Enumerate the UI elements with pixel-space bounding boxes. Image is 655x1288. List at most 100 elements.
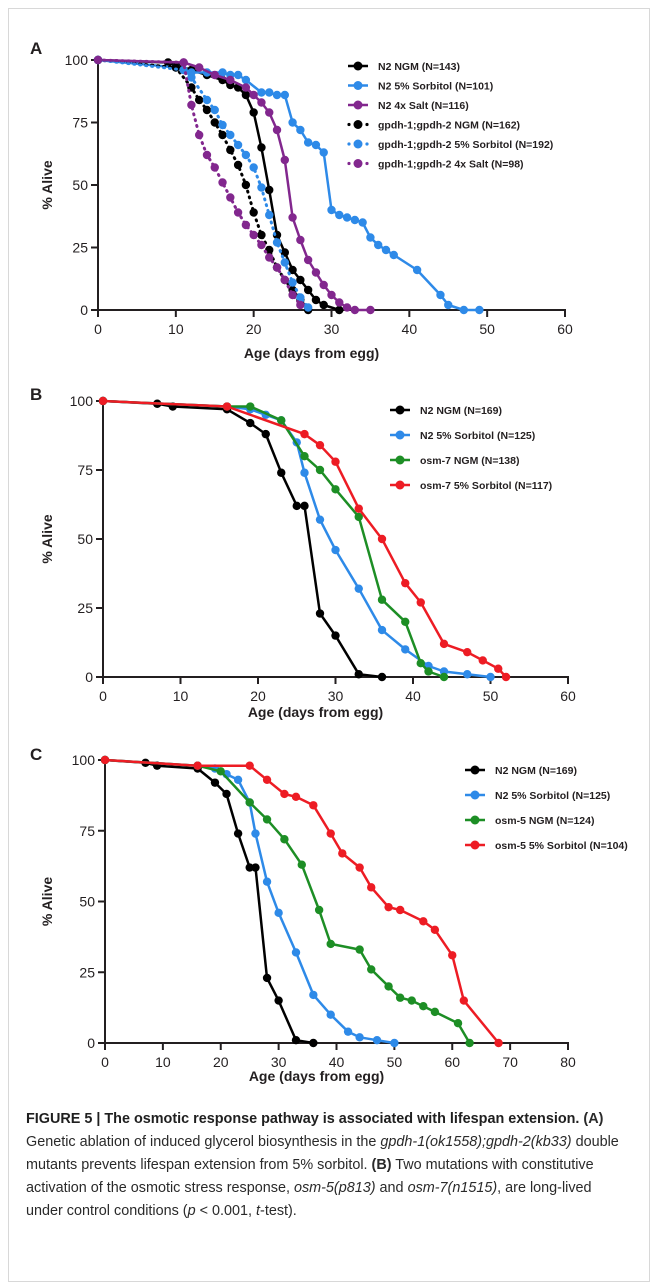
data-point (377, 625, 387, 635)
data-point (296, 300, 305, 310)
data-point (233, 775, 243, 785)
data-point (355, 1033, 364, 1042)
data-point (274, 908, 283, 918)
series-line (97, 58, 371, 312)
data-point (261, 429, 270, 439)
y-tick-label: 0 (85, 669, 93, 685)
x-tick-label: 60 (444, 1054, 460, 1070)
y-tick-label: 50 (77, 531, 93, 547)
x-tick-label: 20 (250, 688, 266, 704)
legend-label: osm-7 NGM (N=138) (420, 455, 519, 467)
series-line (97, 58, 340, 312)
legend-label: N2 NGM (N=143) (378, 61, 460, 73)
legend-label: N2 5% Sorbitol (N=125) (420, 430, 535, 442)
x-tick-label: 0 (101, 1054, 109, 1070)
x-tick-label: 80 (560, 1054, 576, 1070)
data-point (439, 639, 449, 649)
data-point (280, 789, 289, 799)
data-point (444, 300, 453, 310)
x-tick-label: 10 (173, 688, 189, 704)
data-point (331, 485, 340, 494)
data-point (372, 1035, 382, 1045)
data-point (218, 68, 227, 77)
data-point (249, 90, 258, 100)
data-point (377, 672, 387, 682)
data-point (257, 98, 266, 107)
data-point (249, 230, 258, 240)
data-point (350, 305, 360, 315)
data-point (277, 416, 286, 425)
data-point (354, 584, 363, 593)
x-axis-title: Age (days from egg) (244, 345, 379, 361)
data-point (257, 183, 266, 192)
data-point (265, 108, 274, 117)
data-point (222, 402, 232, 411)
data-point (288, 118, 297, 127)
x-tick-label: 30 (328, 688, 344, 704)
data-point (194, 63, 204, 72)
data-point (326, 1010, 335, 1019)
y-tick-label: 0 (80, 302, 88, 318)
data-point (300, 468, 309, 477)
caption-text: double mutants prevents lifespan extensi… (26, 1134, 619, 1173)
data-point (311, 295, 321, 305)
data-point (300, 501, 309, 511)
x-axis-title: Age (days from egg) (249, 1068, 384, 1084)
legend-label: N2 NGM (N=169) (420, 405, 502, 417)
data-point (272, 263, 282, 272)
data-point (233, 208, 243, 217)
legend-label: gpdh-1;gpdh-2 4x Salt (N=98) (378, 159, 524, 171)
legend-label: N2 4x Salt (N=116) (378, 100, 469, 112)
data-point (430, 1007, 440, 1017)
data-point (245, 863, 254, 872)
data-point (179, 58, 188, 67)
legend-label: osm-7 5% Sorbitol (N=117) (420, 480, 552, 492)
legend-label: osm-5 NGM (N=124) (495, 815, 594, 827)
panel-letter: B (30, 385, 42, 404)
data-point (202, 150, 212, 160)
data-point (358, 218, 367, 227)
data-point (395, 905, 405, 915)
data-point (218, 120, 227, 130)
data-point (475, 305, 484, 315)
caption-text: < 0.001, (195, 1203, 257, 1219)
data-point (265, 185, 274, 195)
x-tick-label: 50 (479, 321, 495, 337)
data-point (486, 672, 495, 682)
legend-marker (353, 159, 363, 168)
data-point (314, 905, 324, 915)
y-tick-label: 75 (77, 462, 93, 478)
data-point (262, 815, 272, 824)
data-point (274, 996, 283, 1005)
y-tick-label: 25 (79, 964, 95, 980)
data-point (249, 108, 258, 117)
data-point (494, 1038, 503, 1048)
data-point (463, 670, 472, 679)
data-point (194, 130, 204, 140)
legend-swatch (365, 142, 369, 146)
data-point (395, 993, 405, 1002)
data-point (416, 598, 425, 607)
data-point (233, 140, 243, 150)
data-point (272, 238, 282, 247)
legend-marker (470, 765, 480, 775)
data-point (319, 280, 328, 290)
data-point (296, 235, 305, 245)
data-point (300, 452, 309, 461)
data-point (265, 88, 274, 97)
data-point (233, 70, 243, 80)
data-point (210, 105, 219, 115)
data-point (319, 300, 328, 310)
legend-marker (353, 120, 363, 129)
panel-letter: C (30, 745, 42, 764)
data-point (377, 595, 387, 604)
data-point (354, 512, 363, 522)
legend-marker (353, 61, 363, 71)
legend-swatch (347, 122, 351, 127)
x-tick-label: 60 (557, 321, 573, 337)
data-point (327, 290, 336, 300)
data-point (374, 240, 383, 250)
caption-text: Genetic ablation of induced glycerol bio… (26, 1134, 381, 1150)
data-point (436, 290, 445, 300)
data-point (272, 90, 282, 100)
